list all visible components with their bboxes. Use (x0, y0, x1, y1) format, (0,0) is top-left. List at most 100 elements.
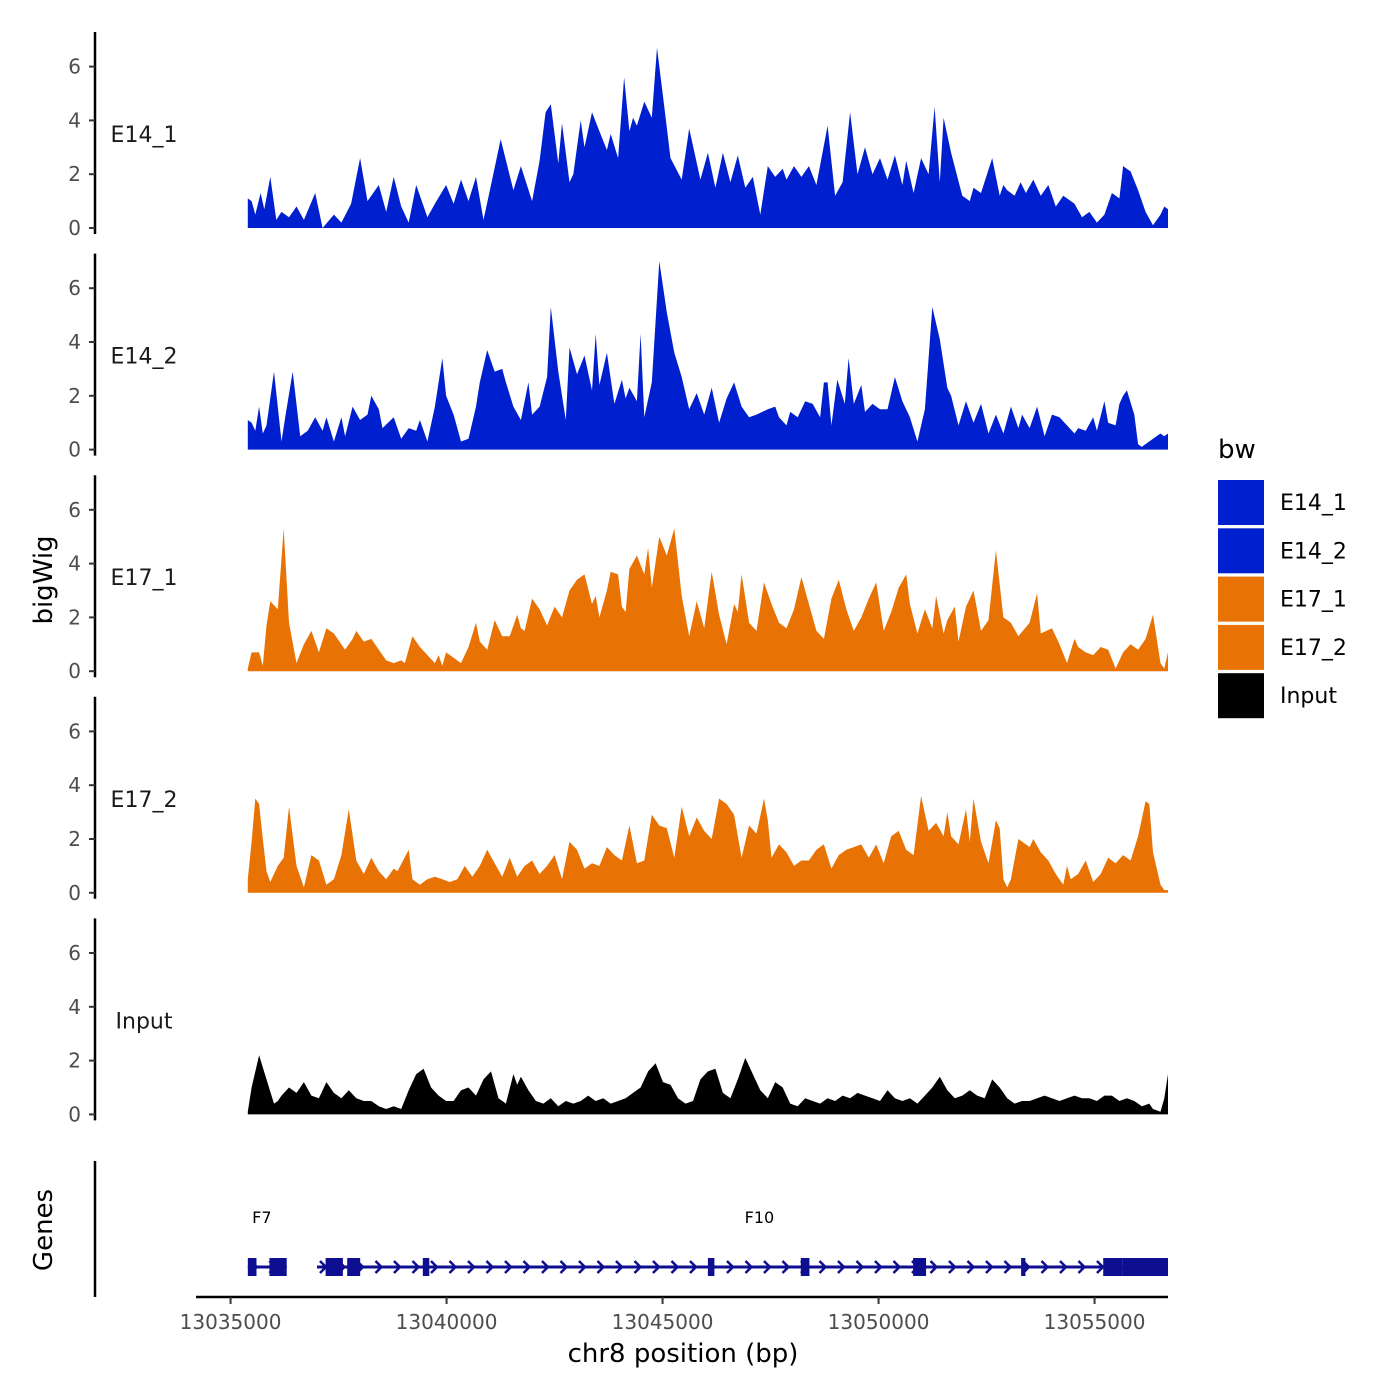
y-tick-label: 2 (68, 162, 81, 186)
strand-arrow (1096, 1260, 1105, 1274)
legend-key (1218, 528, 1264, 574)
strand-arrow (411, 1260, 421, 1274)
strand-arrow (541, 1260, 550, 1274)
tracks: 0 2 4 6 E14_1 0 2 4 6 E14_2 0 2 4 6 E17_1 0 2 4 6 E17_2 0 2 4 6… (68, 32, 1169, 1126)
strand-arrow (929, 1260, 939, 1274)
gene-label: F10 (745, 1208, 775, 1227)
track-label: Input (116, 1009, 173, 1034)
x-tick-label: 13050000 (828, 1310, 930, 1334)
area-input (247, 1055, 1169, 1115)
track-e17-2: 0 2 4 6 E17_2 (68, 696, 1169, 905)
strand-arrow (559, 1260, 569, 1274)
track-label: E17_2 (111, 788, 178, 813)
track-input: 0 2 4 6 Input (68, 918, 1169, 1126)
genes-axis-title: Genes (29, 1189, 59, 1271)
track-e14-1: 0 2 4 6 E14_1 (68, 32, 1169, 240)
y-tick-label: 0 (68, 438, 81, 462)
strand-arrow (615, 1260, 624, 1274)
strand-arrow (633, 1260, 643, 1274)
strand-arrow (596, 1260, 606, 1274)
y-tick-label: 6 (68, 941, 81, 965)
strand-arrow (485, 1260, 495, 1274)
track-label: E14_1 (111, 123, 178, 148)
area-e17-1 (247, 528, 1169, 672)
x-axis: 13035000 13040000 13045000 13050000 13055000 (180, 1295, 1168, 1334)
y-tick-label: 2 (68, 384, 81, 408)
strand-arrow (393, 1260, 402, 1274)
strand-arrow (652, 1260, 661, 1274)
y-tick-label: 0 (68, 1102, 81, 1126)
gene-f7: F7 (247, 1208, 287, 1276)
legend-key (1218, 480, 1264, 525)
exon (347, 1258, 361, 1276)
y-tick-label: 6 (68, 55, 81, 79)
exon (247, 1258, 257, 1276)
strand-arrow (744, 1260, 754, 1274)
y-tick-label: 4 (68, 995, 81, 1019)
exon (269, 1258, 287, 1276)
legend-key (1218, 624, 1264, 670)
y-tick-label: 4 (68, 330, 81, 354)
legend-key (1218, 576, 1264, 622)
strand-arrow (818, 1260, 828, 1274)
y-tick-label: 0 (68, 216, 81, 240)
area-e17-2 (247, 796, 1169, 893)
legend-key (1218, 673, 1264, 719)
track-e14-2: 0 2 4 6 E14_2 (68, 253, 1169, 462)
strand-arrow (874, 1260, 883, 1274)
strand-arrow (1077, 1260, 1087, 1274)
exon (913, 1258, 927, 1276)
legend-label: E17_2 (1280, 636, 1347, 661)
strand-arrow (504, 1260, 513, 1274)
strand-arrow (689, 1260, 698, 1274)
strand-arrow (726, 1260, 735, 1274)
exon (1122, 1258, 1168, 1276)
y-tick-label: 6 (68, 719, 81, 743)
legend-label: E14_1 (1280, 491, 1347, 516)
strand-arrow (837, 1260, 846, 1274)
track-label: E17_1 (111, 566, 178, 591)
strand-arrow (578, 1260, 587, 1274)
exon (800, 1258, 810, 1276)
exon (325, 1258, 343, 1276)
x-tick-label: 13055000 (1044, 1310, 1146, 1334)
y-tick-label: 0 (68, 881, 81, 905)
legend-label: E14_2 (1280, 539, 1347, 564)
strand-arrow (448, 1260, 458, 1274)
y-tick-label: 4 (68, 108, 81, 132)
strand-arrow (892, 1260, 902, 1274)
strand-arrow (1040, 1260, 1050, 1274)
strand-arrow (670, 1260, 680, 1274)
track-label: E14_2 (111, 345, 178, 370)
strand-arrow (522, 1260, 532, 1274)
y-axis-title: bigWig (29, 535, 59, 624)
strand-arrow (430, 1260, 439, 1274)
legend-label: Input (1280, 684, 1337, 709)
strand-arrow (1059, 1260, 1068, 1274)
y-tick-label: 2 (68, 827, 81, 851)
y-tick-label: 6 (68, 276, 81, 300)
x-tick-label: 13035000 (180, 1310, 282, 1334)
exon (1021, 1258, 1026, 1276)
strand-arrow (948, 1260, 957, 1274)
y-tick-label: 4 (68, 773, 81, 797)
y-tick-label: 2 (68, 605, 81, 629)
y-tick-label: 2 (68, 1049, 81, 1073)
strand-arrow (985, 1260, 994, 1274)
x-tick-label: 13040000 (396, 1310, 498, 1334)
y-tick-label: 6 (68, 498, 81, 522)
strand-arrow (467, 1260, 476, 1274)
x-axis-title: chr8 position (bp) (568, 1339, 799, 1369)
area-e14-2 (247, 261, 1169, 450)
strand-arrow (781, 1260, 791, 1274)
y-tick-label: 4 (68, 552, 81, 576)
exon (422, 1258, 430, 1276)
area-e14-1 (247, 47, 1169, 228)
gene-track: F7 F10 (93, 1161, 1168, 1297)
x-tick-label: 13045000 (612, 1310, 714, 1334)
exon (707, 1258, 715, 1276)
strand-arrow (763, 1260, 772, 1274)
strand-arrow (1003, 1260, 1013, 1274)
track-e17-1: 0 2 4 6 E17_1 (68, 475, 1169, 683)
strand-arrow (374, 1260, 384, 1274)
